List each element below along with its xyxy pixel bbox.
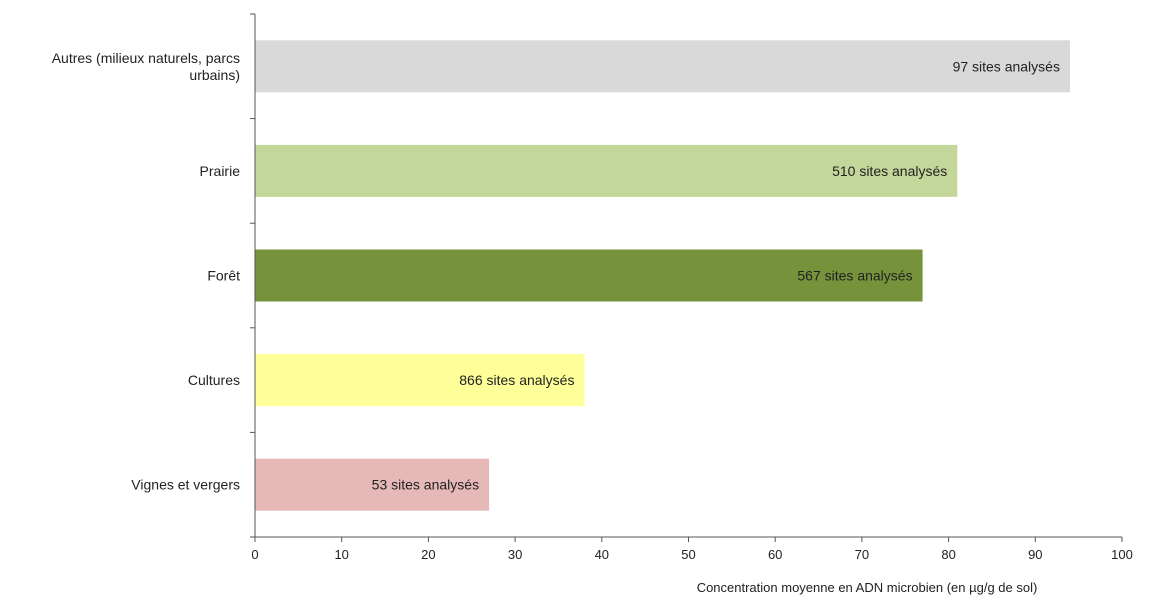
bar-data-label-0: 97 sites analysés [953, 58, 1060, 74]
bar-data-label-2: 567 sites analysés [797, 268, 912, 284]
category-label-4-line-0: Vignes et vergers [131, 477, 240, 493]
category-label-0-line-0: Autres (milieux naturels, parcs [52, 50, 240, 66]
axes-layer [250, 13, 1123, 542]
bar-1 [255, 144, 958, 197]
x-tick-label-10: 100 [1111, 547, 1133, 562]
category-label-3-line-0: Cultures [188, 372, 240, 388]
x-tick-label-6: 60 [768, 547, 782, 562]
category-label-2-line-0: Forêt [207, 268, 240, 284]
bar-data-label-4: 53 sites analysés [372, 477, 479, 493]
labels-layer: 97 sites analysés Autres (milieux naturel… [52, 50, 1133, 562]
x-tick-label-4: 40 [595, 547, 609, 562]
bar-3 [255, 354, 585, 407]
x-tick-label-7: 70 [855, 547, 869, 562]
bar-4 [255, 458, 490, 511]
x-tick-label-3: 30 [508, 547, 522, 562]
x-tick-label-1: 10 [334, 547, 348, 562]
bar-data-label-3: 866 sites analysés [459, 372, 574, 388]
x-tick-label-8: 80 [941, 547, 955, 562]
bar-0 [255, 40, 1070, 93]
bars-layer [255, 40, 1070, 511]
x-tick-label-0: 0 [251, 547, 258, 562]
x-tick-label-9: 90 [1028, 547, 1042, 562]
bar-2 [255, 249, 923, 302]
category-label-0-line-1: urbains) [189, 67, 240, 83]
x-tick-label-2: 20 [421, 547, 435, 562]
category-label-1-line-0: Prairie [200, 163, 241, 179]
x-tick-label-5: 50 [681, 547, 695, 562]
x-axis-title: Concentration moyenne en ADN microbien (… [697, 580, 1038, 595]
bar-data-label-1: 510 sites analysés [832, 163, 947, 179]
